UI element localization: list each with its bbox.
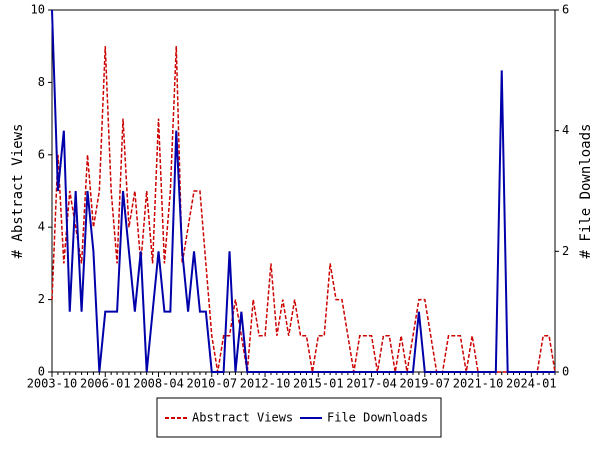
legend-box xyxy=(156,397,442,438)
y2-tick-label: 0 xyxy=(562,365,569,379)
legend-label: Abstract Views xyxy=(192,411,293,425)
x-tick-label: 2015-01 xyxy=(293,377,344,391)
series-line xyxy=(51,9,555,373)
y-tick-label: 6 xyxy=(38,147,45,161)
y2-tick-label: 4 xyxy=(562,123,569,137)
y-tick-label: 2 xyxy=(38,292,45,306)
x-tick-label: 2019-07 xyxy=(400,377,451,391)
y-tick-label: 4 xyxy=(38,220,45,234)
x-tick-label: 2024-01 xyxy=(506,377,557,391)
y-tick-label: 0 xyxy=(38,365,45,379)
x-tick-label: 2006-01 xyxy=(80,377,131,391)
x-tick-label: 2008-04 xyxy=(133,377,184,391)
y2-axis-title: # File Downloads xyxy=(578,124,594,259)
x-tick-label: 2021-10 xyxy=(453,377,504,391)
y-axis-title: # Abstract Views xyxy=(10,124,26,259)
y-tick-label: 10 xyxy=(31,3,45,17)
x-tick-label: 2010-07 xyxy=(186,377,237,391)
series-line xyxy=(51,46,556,373)
x-tick-label: 2003-10 xyxy=(27,377,78,391)
legend-label: File Downloads xyxy=(327,411,428,425)
y2-tick-label: 6 xyxy=(562,3,569,17)
y-tick-label: 8 xyxy=(38,75,45,89)
x-tick-label: 2017-04 xyxy=(346,377,397,391)
y2-tick-label: 2 xyxy=(562,244,569,258)
x-tick-label: 2012-10 xyxy=(240,377,291,391)
